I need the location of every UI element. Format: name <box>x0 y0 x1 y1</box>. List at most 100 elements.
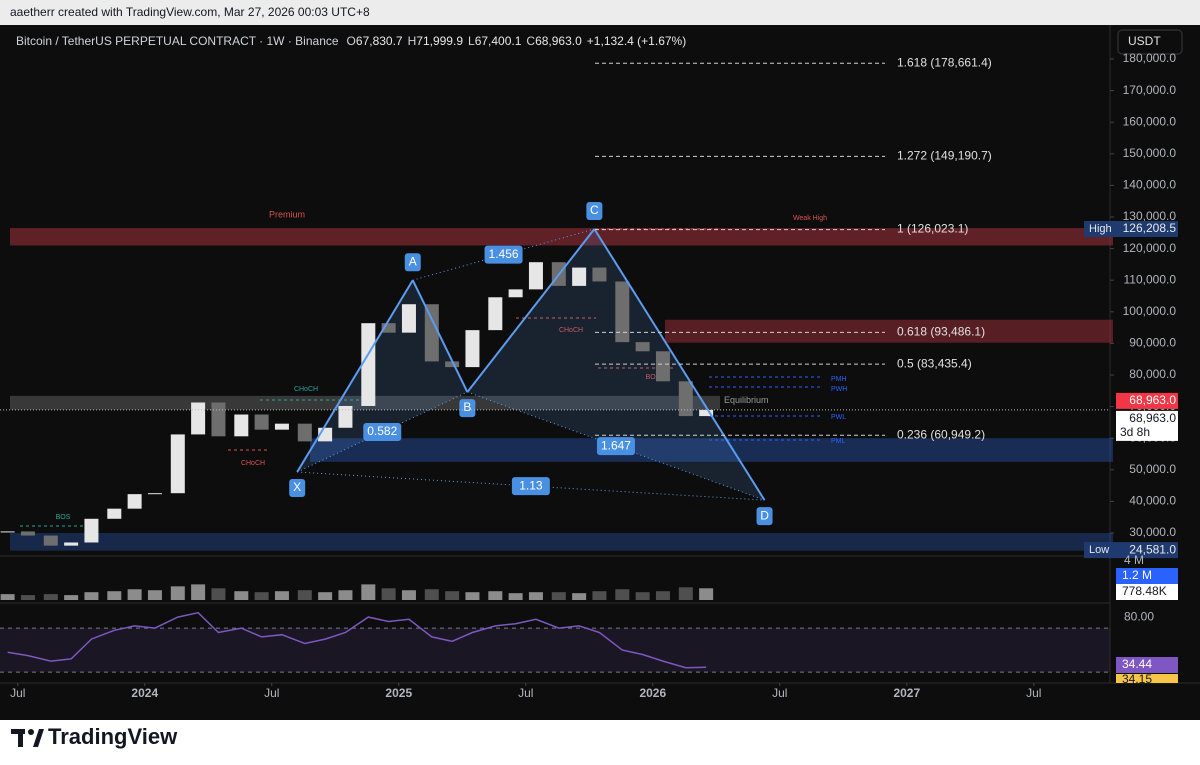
volume-bar <box>254 592 269 600</box>
candle <box>465 330 480 368</box>
candle <box>107 508 122 519</box>
candle <box>445 361 460 368</box>
marker-tag-label: High <box>1089 223 1112 235</box>
rsi-ma-label: 34.15 <box>1122 672 1152 686</box>
symbol: Bitcoin / TetherUS PERPETUAL CONTRACT · … <box>16 34 339 48</box>
volume-bar <box>572 593 587 600</box>
pattern-point-label: B <box>463 400 471 414</box>
candle <box>254 414 269 430</box>
annotation: Weak High <box>793 215 827 222</box>
candle <box>528 262 543 290</box>
candle <box>20 531 35 536</box>
ohlc-value: 67,400.1 <box>475 34 522 48</box>
fib-label: 1 (126,023.1) <box>897 222 968 236</box>
fib-label: 1.618 (178,661.4) <box>897 55 992 69</box>
volume-bar <box>465 592 480 600</box>
pattern-point <box>459 399 476 418</box>
annotation: CHoCH <box>559 327 583 334</box>
annotation: PML <box>831 438 846 445</box>
fib-label: 0.618 (93,486.1) <box>897 325 985 339</box>
chart-background <box>0 25 1200 720</box>
pattern-point <box>586 201 603 220</box>
y-tick-label: 50,000.0 <box>1129 462 1176 476</box>
pattern-point-label: D <box>760 508 769 522</box>
volume-bar <box>234 591 249 600</box>
candle <box>361 323 376 406</box>
top-bar <box>0 0 1200 25</box>
y-tick-label: 120,000.0 <box>1123 241 1177 255</box>
y-tick-label: 160,000.0 <box>1123 114 1177 128</box>
last-price-label: 68,963.0 <box>1129 411 1176 425</box>
rsi-band-fill <box>0 628 1110 673</box>
x-tick-label: Jul <box>518 686 533 700</box>
ohlc-key: O <box>347 34 356 48</box>
candle <box>170 434 185 494</box>
candle <box>508 289 523 298</box>
last-price-box <box>1116 410 1178 441</box>
fib-label: 1.272 (149,190.7) <box>897 149 992 163</box>
volume-bar <box>338 590 353 600</box>
volume-bar <box>361 584 376 600</box>
y-tick-label: 150,000.0 <box>1123 146 1177 160</box>
ratio-box <box>511 477 550 496</box>
volume-bar <box>211 588 226 600</box>
candle <box>401 304 416 333</box>
volume-bar <box>615 589 630 600</box>
pattern-point <box>404 253 421 272</box>
volume-bar <box>635 592 650 600</box>
volume-bar <box>64 595 79 600</box>
attribution: aaetherr created with TradingView.com, M… <box>10 5 370 19</box>
pattern-line <box>296 279 414 473</box>
ratio-box <box>484 245 523 264</box>
zone-label: Equilibrium <box>724 395 769 405</box>
volume-bar <box>84 592 99 600</box>
candle <box>211 402 226 437</box>
ratio-box <box>596 437 635 456</box>
volume-bar <box>678 587 693 600</box>
x-tick-label: Jul <box>10 686 25 700</box>
candle <box>699 409 714 417</box>
y-tick-label: 130,000.0 <box>1123 209 1177 223</box>
brand-icon <box>11 729 44 747</box>
y-tick-label: 90,000.0 <box>1129 336 1176 350</box>
pattern-line <box>296 391 468 473</box>
candle <box>0 531 15 533</box>
currency-button[interactable] <box>1117 29 1183 55</box>
volume-bar <box>445 591 460 600</box>
marker-tag <box>1084 542 1116 559</box>
candle <box>297 423 312 442</box>
candle <box>147 493 162 495</box>
ratio-label: 0.582 <box>367 424 397 438</box>
x-tick-label: Jul <box>1026 686 1041 700</box>
candle <box>234 414 249 437</box>
candle <box>338 405 353 428</box>
volume-bar <box>191 584 206 600</box>
x-tick-label: 2024 <box>131 686 158 700</box>
volume-bar <box>20 595 35 600</box>
pattern-point-label: A <box>409 254 417 268</box>
currency-label[interactable]: USDT <box>1128 34 1161 48</box>
ratio-label: 1.456 <box>489 247 519 261</box>
change: +1,132.4 (+1.67%) <box>587 34 686 48</box>
pattern-point-label: X <box>293 480 301 494</box>
y-tick-label: 180,000.0 <box>1123 51 1177 65</box>
volume-average-box <box>1116 584 1178 600</box>
volume-bar <box>107 591 122 600</box>
volume-bar <box>318 592 333 600</box>
volume-current-label: 1.2 M <box>1122 568 1152 582</box>
volume-bar <box>551 592 566 600</box>
annotation: BOS <box>646 374 661 381</box>
annotation: PWH <box>831 386 847 393</box>
ohlc-key: C <box>526 34 535 48</box>
volume-average-label: 778.48K <box>1122 584 1167 598</box>
volume-bar <box>170 586 185 600</box>
pattern-point-label: C <box>590 203 599 217</box>
candle <box>424 304 439 362</box>
ohlc-key: L <box>468 34 475 48</box>
pattern-line <box>466 228 596 393</box>
candle <box>678 381 693 417</box>
y-tick-label: 30,000.0 <box>1129 525 1176 539</box>
price-marker <box>1116 220 1178 237</box>
candle <box>191 402 206 435</box>
annotation: CHoCH <box>241 460 265 467</box>
